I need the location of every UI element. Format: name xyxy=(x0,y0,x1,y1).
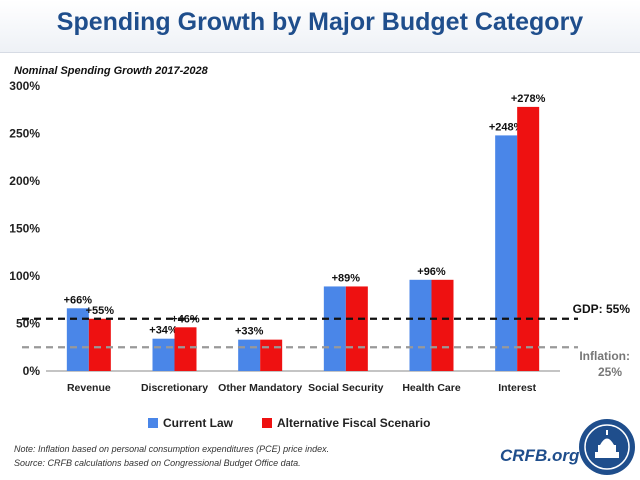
y-tick-label: 300% xyxy=(9,79,40,93)
data-label: +33% xyxy=(235,326,264,338)
data-label: +278% xyxy=(511,93,546,105)
inflation-reference-label: Inflation: xyxy=(579,349,630,363)
x-tick-label: Revenue xyxy=(67,382,111,394)
bar-alternative-fiscal-scenario xyxy=(517,106,540,372)
bar-current-law xyxy=(66,308,89,371)
bar-alternative-fiscal-scenario xyxy=(88,318,111,371)
x-tick-label: Interest xyxy=(498,382,536,394)
bar-current-law xyxy=(323,286,346,371)
legend-label: Current Law xyxy=(163,416,234,430)
legend-swatch xyxy=(148,418,158,428)
brand-text: CRFB.org xyxy=(500,446,580,465)
data-label: +66% xyxy=(64,294,93,306)
data-label: +46% xyxy=(171,313,200,325)
bar-alternative-fiscal-scenario xyxy=(431,279,454,371)
bar-current-law xyxy=(495,135,518,371)
data-label: +55% xyxy=(86,305,115,317)
x-tick-label: Other Mandatory xyxy=(218,382,302,394)
legend-swatch xyxy=(262,418,272,428)
bar-alternative-fiscal-scenario xyxy=(345,286,368,371)
footnotes: Note: Inflation based on personal consum… xyxy=(14,442,474,470)
y-tick-label: 0% xyxy=(23,364,41,378)
x-tick-label: Health Care xyxy=(402,382,461,394)
footnote-source: Source: CRFB calculations based on Congr… xyxy=(14,458,301,468)
y-tick-label: 250% xyxy=(9,127,40,141)
data-label: +34% xyxy=(149,325,178,337)
bar-alternative-fiscal-scenario xyxy=(260,339,283,371)
data-label: +96% xyxy=(417,266,446,278)
crfb-seal-logo xyxy=(579,419,635,475)
bar-current-law xyxy=(152,338,175,371)
y-tick-label: 50% xyxy=(16,317,40,331)
bar-alternative-fiscal-scenario xyxy=(174,327,197,371)
y-tick-label: 200% xyxy=(9,174,40,188)
bar-current-law xyxy=(409,279,432,371)
data-label: +248% xyxy=(489,121,524,133)
x-tick-label: Discretionary xyxy=(141,382,208,394)
x-tick-label: Social Security xyxy=(308,382,383,394)
data-label: +89% xyxy=(332,272,361,284)
bar-current-law xyxy=(238,339,261,371)
legend-label: Alternative Fiscal Scenario xyxy=(277,416,430,430)
chart-subtitle: Nominal Spending Growth 2017-2028 xyxy=(14,65,209,77)
footnote-note: Note: Inflation based on personal consum… xyxy=(14,444,330,454)
page-title: Spending Growth by Major Budget Category xyxy=(56,8,584,36)
gdp-reference-label: GDP: 55% xyxy=(573,302,631,316)
y-tick-label: 150% xyxy=(9,222,40,236)
y-tick-label: 100% xyxy=(9,269,40,283)
title-band xyxy=(0,0,640,53)
inflation-reference-label: 25% xyxy=(598,365,622,379)
